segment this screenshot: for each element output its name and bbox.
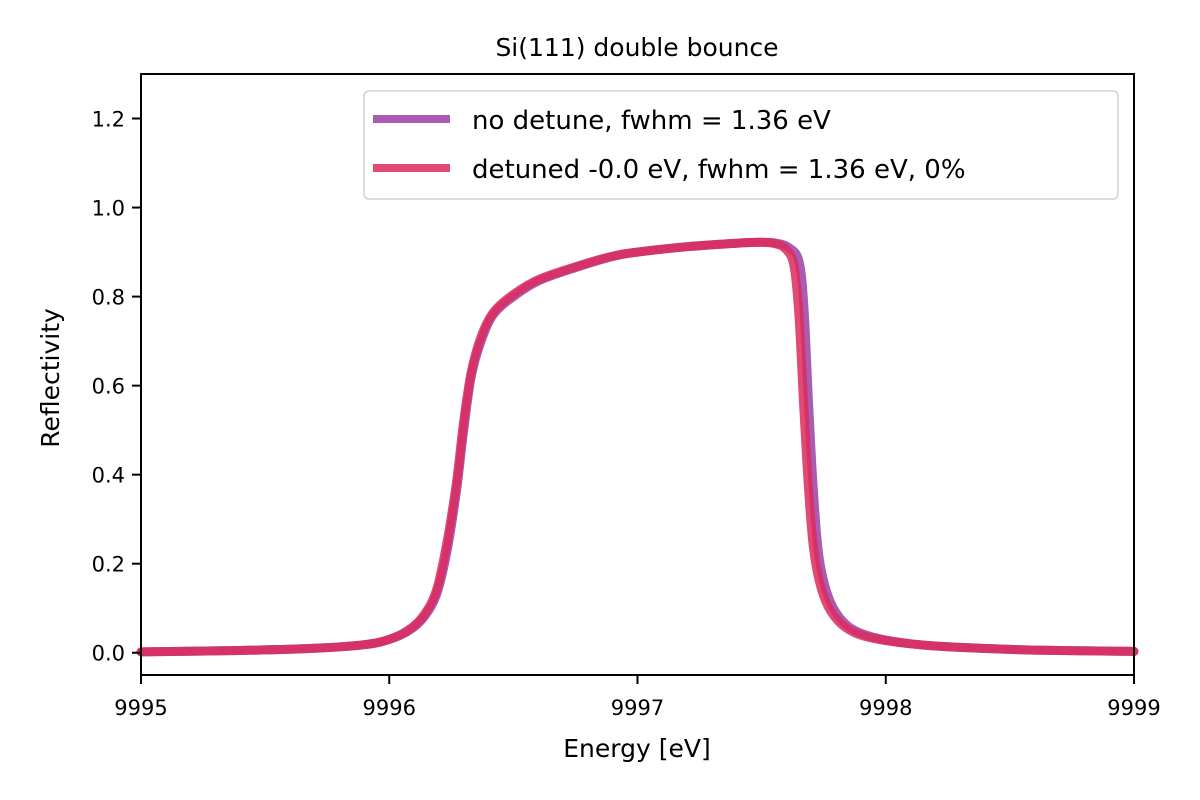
x-tick-label: 9998 xyxy=(859,696,912,720)
x-tick-label: 9995 xyxy=(114,696,167,720)
x-tick-label: 9997 xyxy=(611,696,664,720)
y-axis-label: Reflectivity xyxy=(36,308,65,448)
x-axis: 9995 9996 9997 9998 9999 xyxy=(114,675,1161,720)
series-line-1 xyxy=(136,237,1139,657)
y-tick-label: 0.6 xyxy=(92,375,125,399)
y-tick-label: 1.0 xyxy=(92,197,125,221)
x-tick-label: 9996 xyxy=(363,696,416,720)
chart-title: Si(111) double bounce xyxy=(495,33,778,62)
x-tick-label: 9999 xyxy=(1107,696,1160,720)
y-tick-label: 0.2 xyxy=(92,553,125,577)
x-axis-label: Energy [eV] xyxy=(563,734,710,763)
legend-box xyxy=(363,90,1119,200)
y-axis: 0.0 0.2 0.4 0.6 0.8 1.0 1.2 xyxy=(92,108,141,666)
legend: no detune, fwhm = 1.36 eV detuned -0.0 e… xyxy=(363,90,1119,200)
y-tick-label: 0.4 xyxy=(92,464,125,488)
y-tick-label: 0.0 xyxy=(92,642,125,666)
legend-label-detuned: detuned -0.0 eV, fwhm = 1.36 eV, 0% xyxy=(472,155,966,185)
legend-label-no-detune: no detune, fwhm = 1.36 eV xyxy=(472,106,831,136)
y-tick-label: 1.2 xyxy=(92,108,125,132)
series-layer xyxy=(136,237,1139,657)
series-line-0 xyxy=(136,237,1139,657)
y-tick-label: 0.8 xyxy=(92,286,125,310)
